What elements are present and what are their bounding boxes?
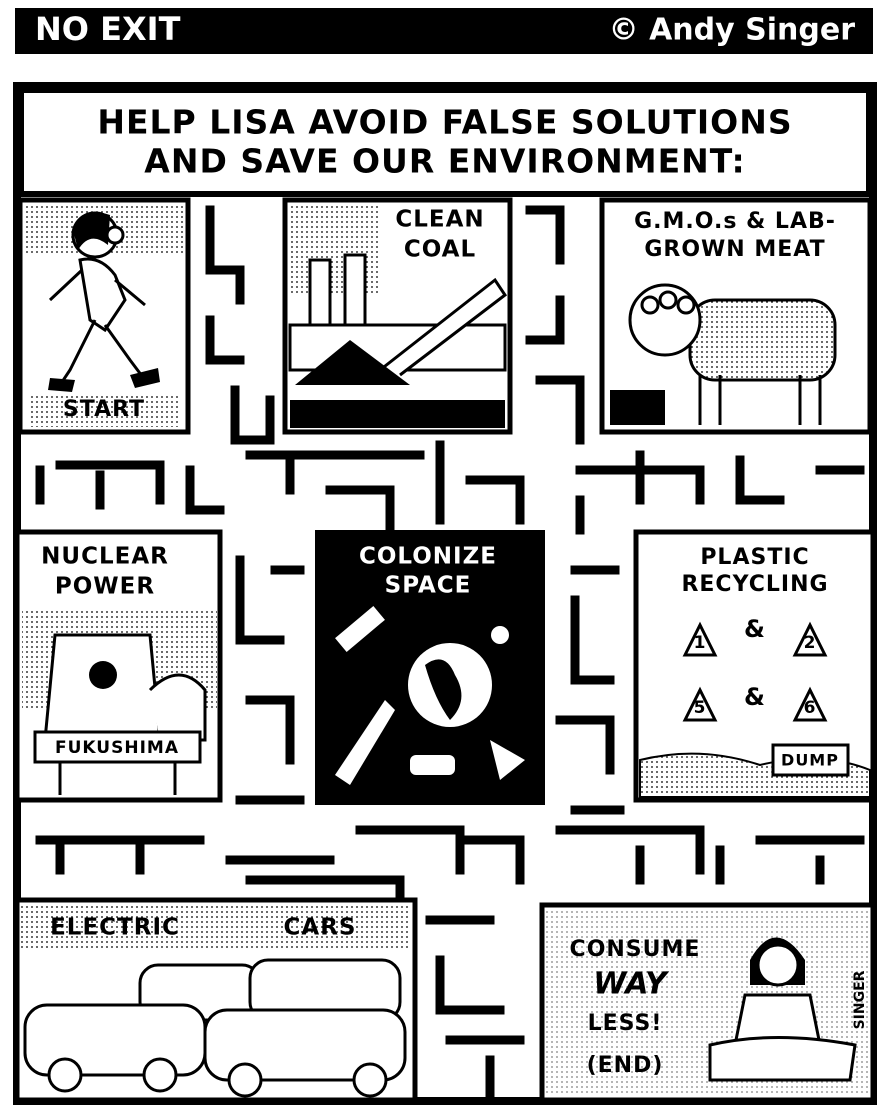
page: NO EXIT © Andy Singer HELP LISA AVOID FA… [0,0,882,1106]
panel-label: COAL [404,237,476,263]
panel-label: CLEAN [395,207,484,233]
cartoon: NO EXIT © Andy Singer HELP LISA AVOID FA… [0,0,882,1106]
recycle-code: 6 [804,698,817,718]
connector: & [744,615,766,643]
panel-label: NUCLEAR [41,544,169,570]
reactor [22,610,217,740]
panel-label: COLONIZE [359,544,497,570]
panel-label: POWER [55,574,155,600]
panel-label: START [63,397,145,422]
panel-label: GROWN MEAT [644,237,825,262]
panel-label: PLASTIC [700,545,809,570]
sign-text: DUMP [781,751,839,770]
connector: & [744,683,766,711]
recycle-code: 1 [694,633,707,653]
panel-label: (END) [587,1053,664,1078]
recycle-code: 5 [694,698,707,718]
panel-label: CARS [284,915,357,941]
signature: SINGER [852,970,868,1029]
panel-label: SPACE [385,573,472,599]
instruction-line: AND SAVE OUR ENVIRONMENT: [144,142,745,181]
panel-label: RECYCLING [681,572,828,597]
panel-label: ELECTRIC [50,915,180,941]
panel-label: CONSUME [570,937,701,962]
title: NO EXIT [35,10,181,48]
panel-label: WAY [593,967,670,1002]
sign-text: FUKUSHIMA [55,738,179,758]
credit: © Andy Singer [609,13,856,48]
panel-label: G.M.O.s & LAB- [634,209,836,234]
instruction-line: HELP LISA AVOID FALSE SOLUTIONS [97,103,792,142]
panel-label: LESS! [588,1011,663,1036]
recycle-code: 2 [804,633,817,653]
